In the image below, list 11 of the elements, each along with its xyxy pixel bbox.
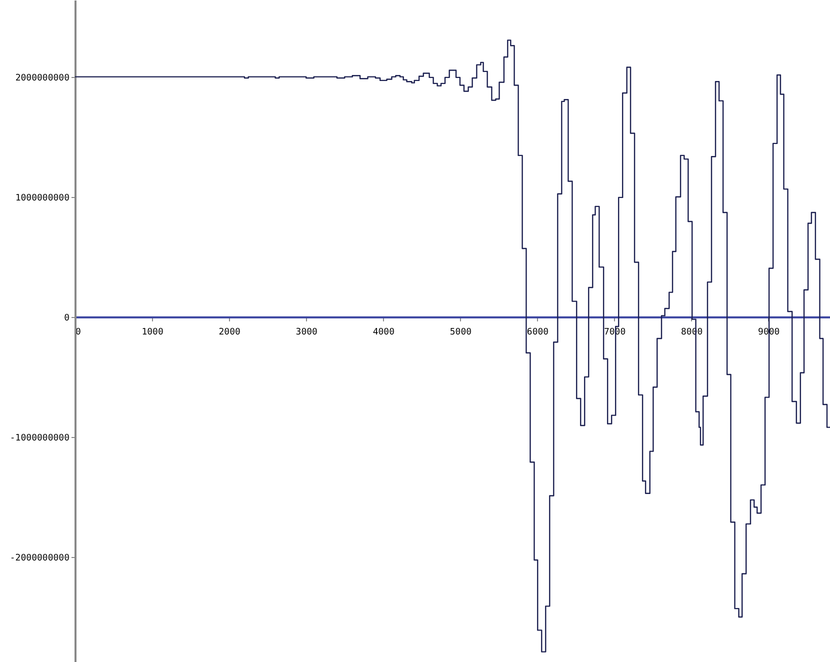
y-tick-label: 1000000000 [15,193,70,204]
x-tick-label: 6000 [526,327,549,338]
x-tick-label: 3000 [296,327,318,338]
x-tick-label: 1000 [142,327,164,338]
x-tick-label: 4000 [372,327,395,338]
x-tick-label: 5000 [450,327,472,338]
y-tick-label: -1000000000 [10,433,70,444]
x-tick-label: 2000 [218,327,240,338]
y-tick-label: 2000000000 [15,73,70,84]
y-tick-label: 0 [64,313,70,324]
y-tick-label: -2000000000 [10,553,70,564]
